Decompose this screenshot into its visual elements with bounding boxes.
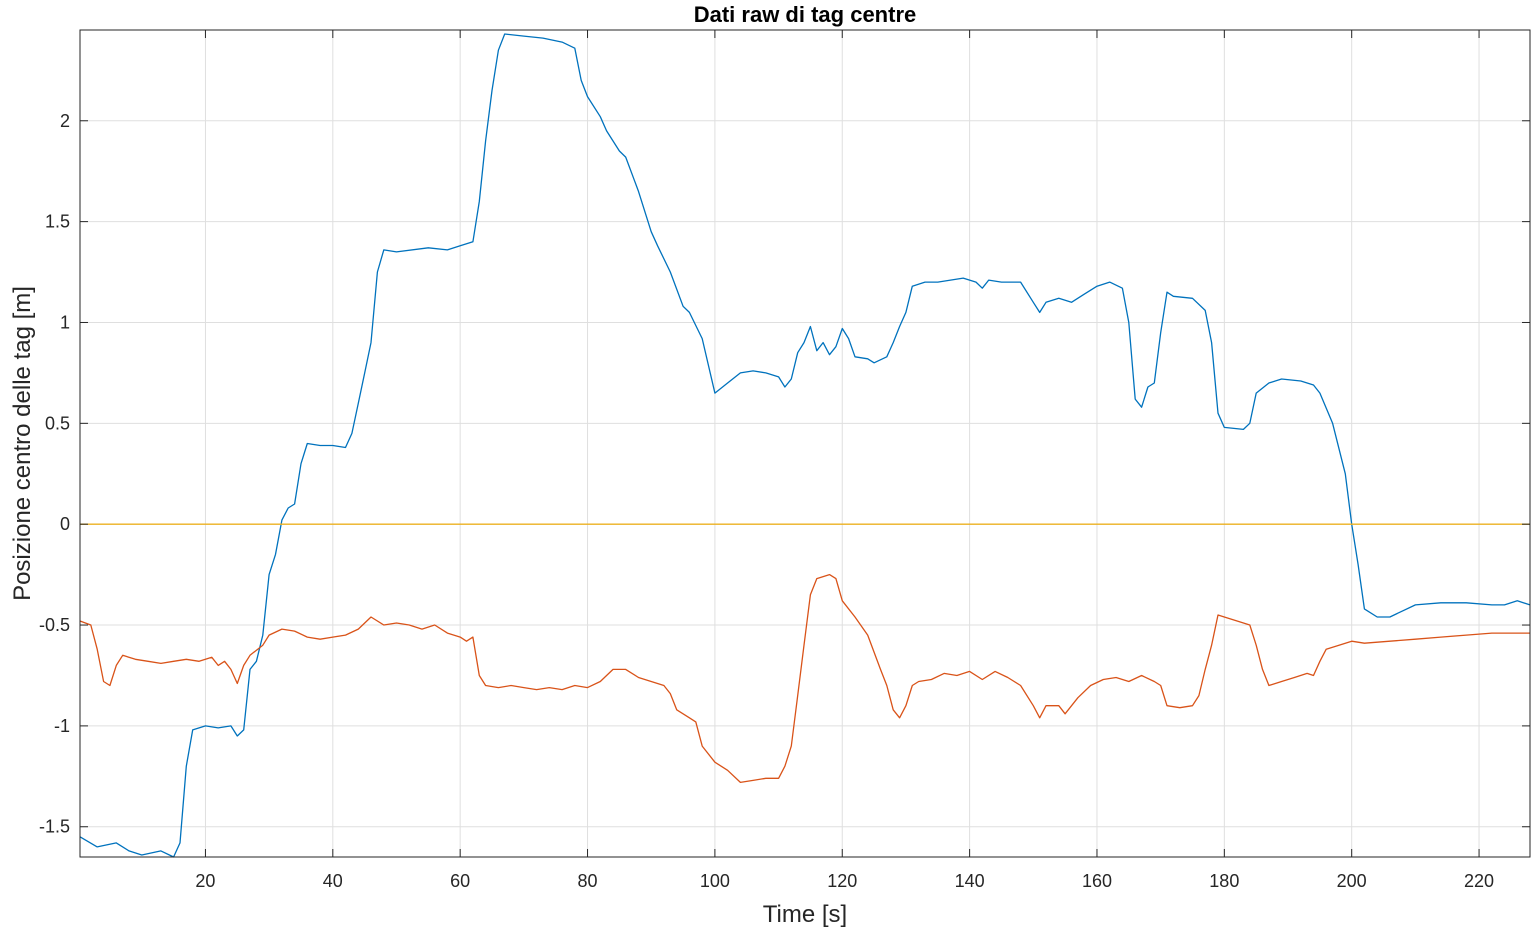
y-tick-label: -1.5: [39, 817, 70, 837]
y-tick-label: 1: [60, 312, 70, 332]
x-tick-label: 120: [827, 871, 857, 891]
y-tick-label: 0: [60, 514, 70, 534]
series-line-blue: [79, 33, 1531, 858]
x-tick-label: 100: [700, 871, 730, 891]
x-tick-label: 200: [1337, 871, 1367, 891]
x-tick-label: 40: [323, 871, 343, 891]
chart-title: Dati raw di tag centre: [694, 2, 917, 27]
x-tick-label: 80: [578, 871, 598, 891]
series-line-orange: [79, 573, 1530, 784]
y-tick-label: 2: [60, 111, 70, 131]
y-tick-label: 1.5: [45, 212, 70, 232]
series-layer: [79, 33, 1531, 858]
y-axis-label: Posizione centro delle tag [m]: [9, 286, 36, 601]
x-axis-label: Time [s]: [763, 901, 847, 928]
y-tick-label: 0.5: [45, 413, 70, 433]
x-tick-label: 220: [1464, 871, 1494, 891]
y-tick-label: -0.5: [39, 615, 70, 635]
plot-frame: [79, 29, 1531, 858]
x-tick-label: 180: [1209, 871, 1239, 891]
x-tick-label: 160: [1082, 871, 1112, 891]
x-tick-label: 20: [195, 871, 215, 891]
plot-area: [80, 30, 1530, 857]
ticks: 20 40 60 80 100 120 140 160 180 200 220-1.5-1-0.50…: [39, 30, 1530, 891]
x-tick-label: 60: [450, 871, 470, 891]
y-tick-label: -1: [54, 716, 70, 736]
x-tick-label: 140: [955, 871, 985, 891]
